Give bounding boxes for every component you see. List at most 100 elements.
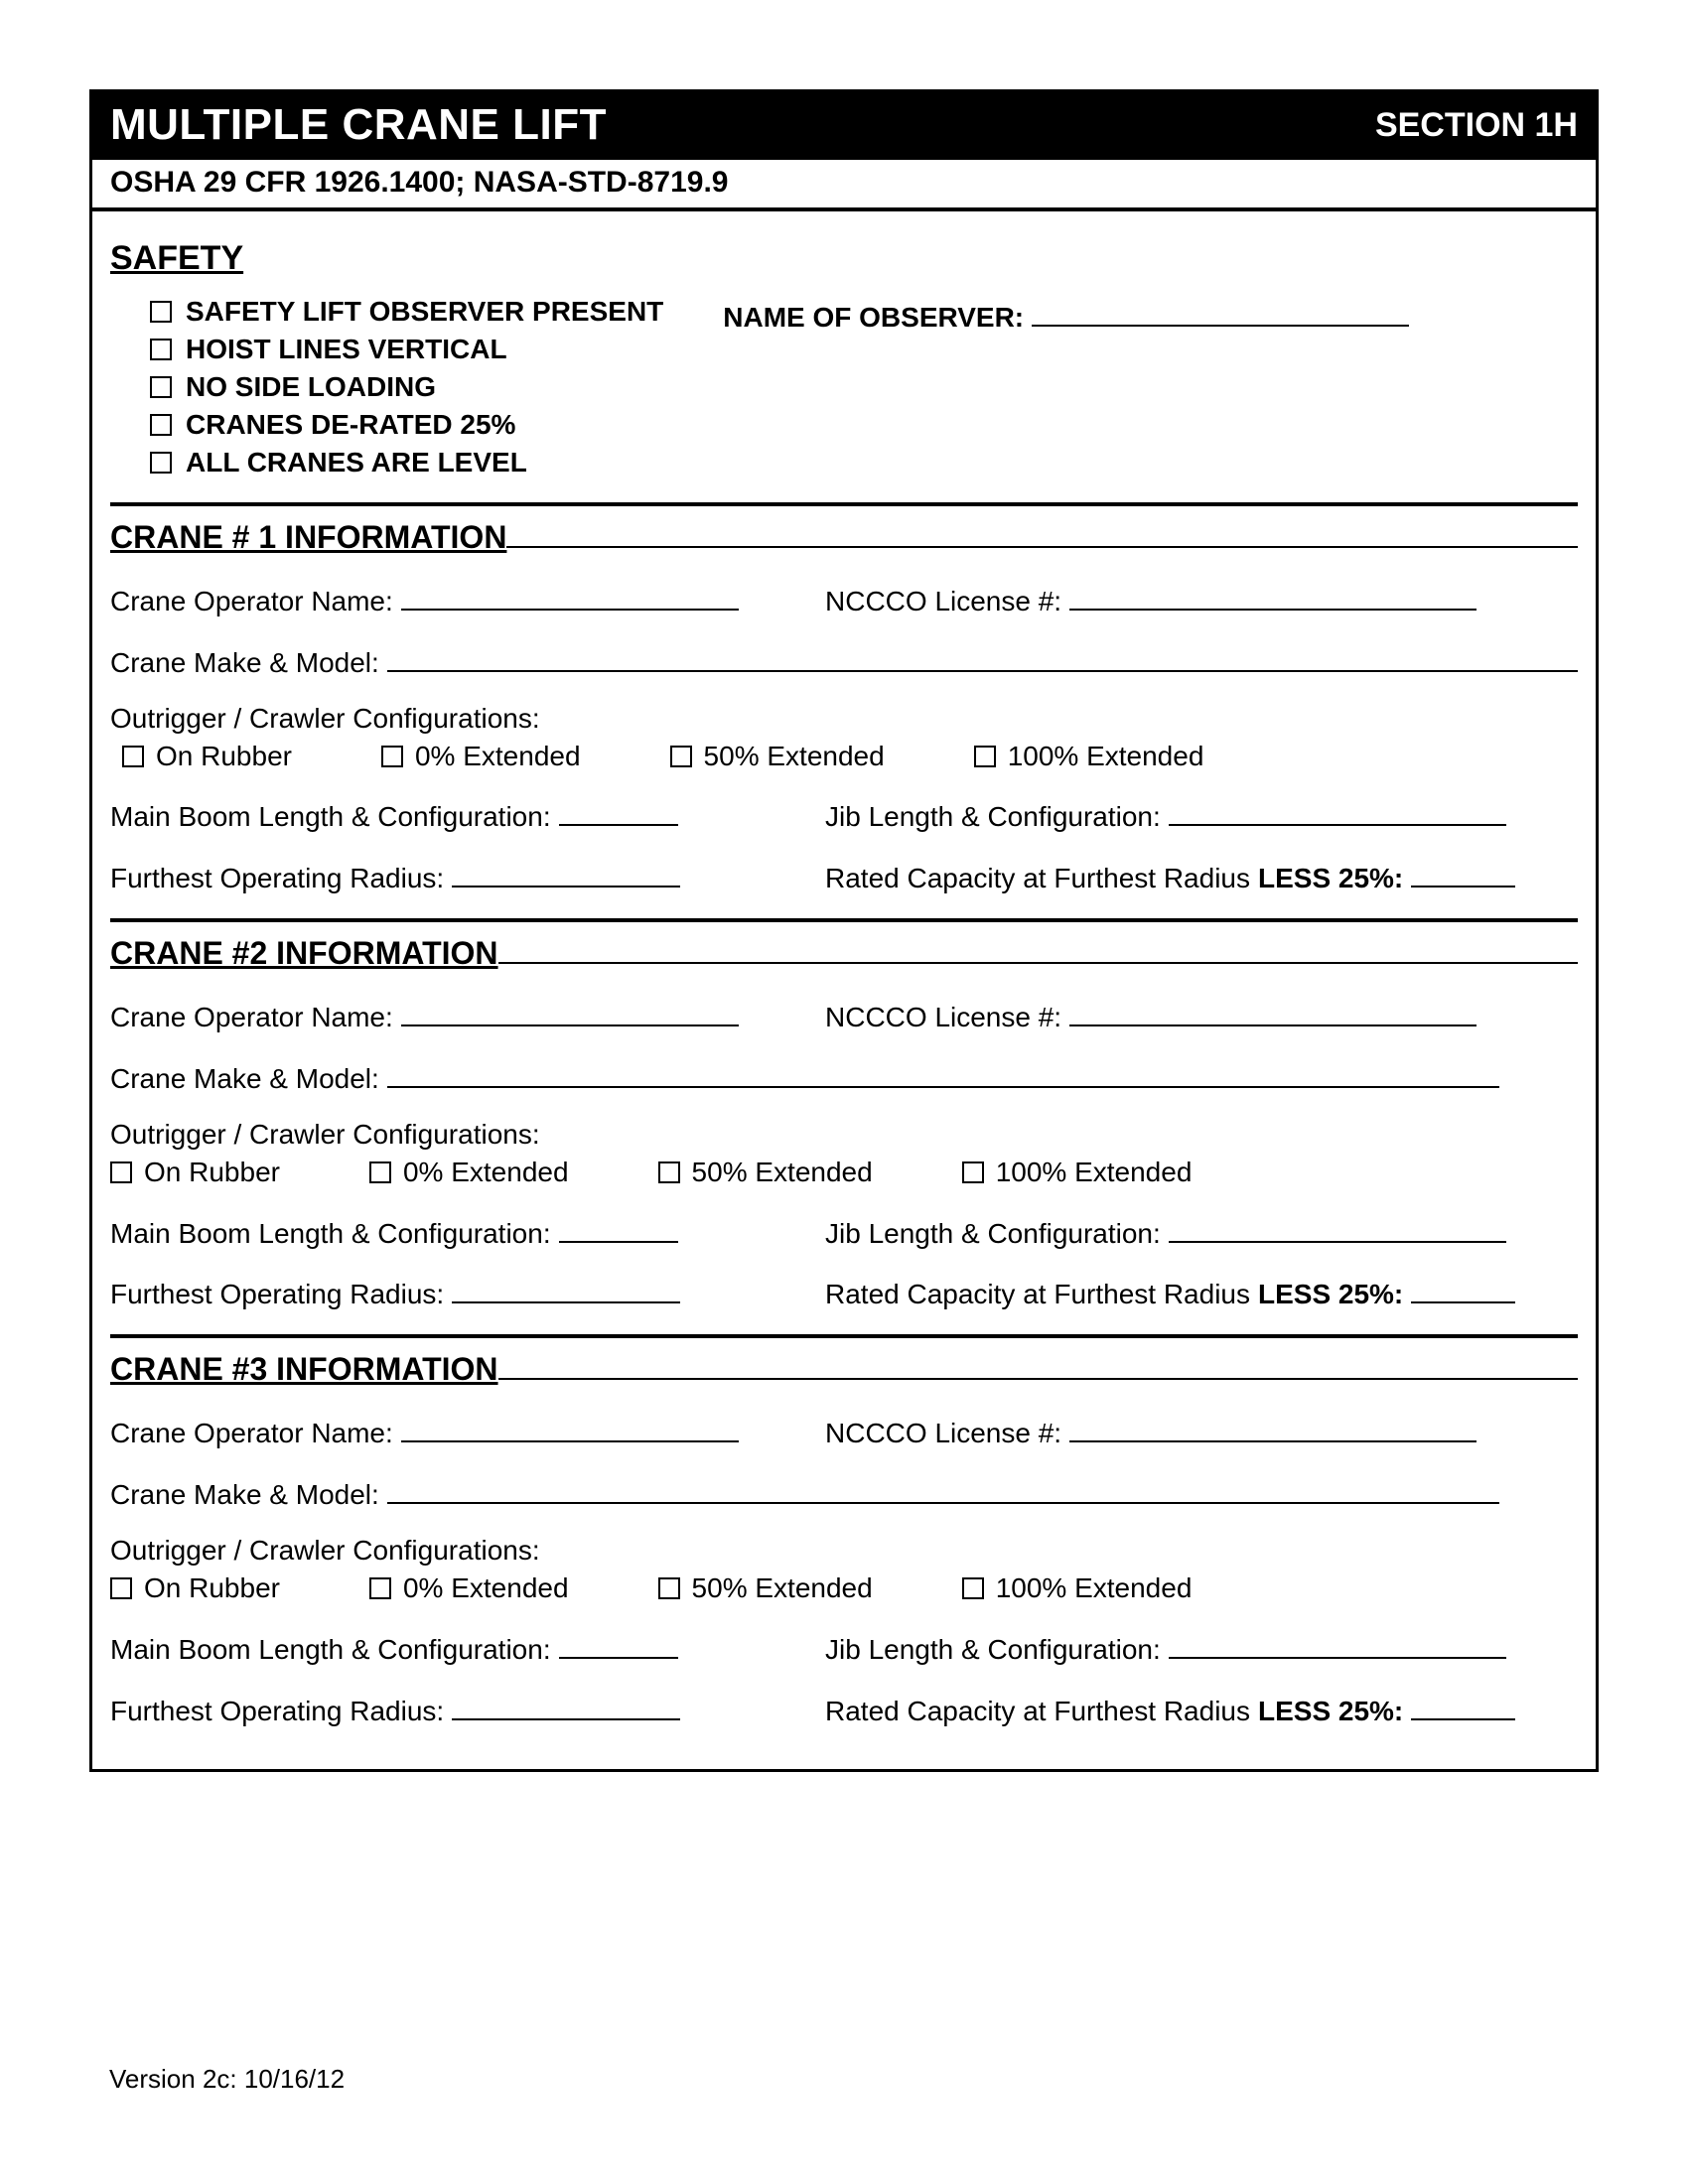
config-opt-100pct: 100% Extended [974, 741, 1204, 772]
checkbox-icon[interactable] [110, 1577, 132, 1599]
crane-2-radius-row: Furthest Operating Radius: Rated Capacit… [110, 1274, 1578, 1311]
operator-label: Crane Operator Name: [110, 586, 393, 617]
capacity-label-bold: LESS 25%: [1258, 863, 1403, 894]
crane-3-title-row: CRANE #3 INFORMATION [110, 1348, 1578, 1388]
jib-input-line[interactable] [1169, 1628, 1506, 1659]
capacity-label-bold: LESS 25%: [1258, 1279, 1403, 1310]
checkbox-icon[interactable] [381, 746, 403, 767]
checkbox-icon[interactable] [150, 414, 172, 436]
capacity-label-bold: LESS 25%: [1258, 1696, 1403, 1727]
checkbox-icon[interactable] [110, 1161, 132, 1183]
jib-label: Jib Length & Configuration: [825, 1634, 1161, 1666]
observer-input-line[interactable] [1032, 296, 1409, 327]
observer-label: NAME OF OBSERVER: [723, 302, 1024, 334]
license-input-line[interactable] [1069, 1412, 1477, 1442]
safety-check-4: ALL CRANES ARE LEVEL [150, 447, 663, 478]
checkbox-icon[interactable] [150, 376, 172, 398]
operator-label: Crane Operator Name: [110, 1002, 393, 1033]
safety-check-label: ALL CRANES ARE LEVEL [186, 447, 527, 478]
operator-input-line[interactable] [401, 996, 739, 1026]
checkbox-icon[interactable] [369, 1161, 391, 1183]
config-opt-0pct: 0% Extended [381, 741, 581, 772]
operator-input-line[interactable] [401, 580, 739, 611]
config-opt-rubber: On Rubber [110, 1572, 280, 1604]
config-opt-0pct: 0% Extended [369, 1157, 569, 1188]
radius-input-line[interactable] [452, 857, 680, 887]
radius-input-line[interactable] [452, 1274, 680, 1304]
opt-label: 100% Extended [996, 1157, 1193, 1188]
capacity-input-line[interactable] [1411, 857, 1515, 887]
crane-1-radius-row: Furthest Operating Radius: Rated Capacit… [110, 857, 1578, 894]
crane-3-title: CRANE #3 INFORMATION [110, 1351, 498, 1388]
config-opt-100pct: 100% Extended [962, 1157, 1193, 1188]
crane-2-title-row: CRANE #2 INFORMATION [110, 932, 1578, 972]
jib-input-line[interactable] [1169, 1212, 1506, 1243]
boom-input-line[interactable] [559, 1628, 678, 1659]
crane-2-operator-row: Crane Operator Name: NCCCO License #: [110, 996, 1578, 1033]
license-input-line[interactable] [1069, 580, 1477, 611]
crane-1-make-row: Crane Make & Model: [110, 641, 1578, 679]
opt-label: On Rubber [144, 1157, 280, 1188]
operator-input-line[interactable] [401, 1412, 739, 1442]
checkbox-icon[interactable] [658, 1161, 680, 1183]
radius-input-line[interactable] [452, 1690, 680, 1720]
safety-check-label: NO SIDE LOADING [186, 371, 436, 403]
footer-version: Version 2c: 10/16/12 [109, 2064, 345, 2095]
observer-field: NAME OF OBSERVER: [723, 296, 1409, 478]
safety-title: SAFETY [110, 239, 1578, 278]
crane-2-boom-row: Main Boom Length & Configuration: Jib Le… [110, 1212, 1578, 1250]
checkbox-icon[interactable] [150, 301, 172, 323]
license-label: NCCCO License #: [825, 1418, 1061, 1449]
capacity-label-pre: Rated Capacity at Furthest Radius [825, 1279, 1250, 1310]
safety-check-label: SAFETY LIFT OBSERVER PRESENT [186, 296, 663, 328]
make-input-line[interactable] [387, 1473, 1499, 1504]
license-input-line[interactable] [1069, 996, 1477, 1026]
opt-label: 50% Extended [692, 1572, 873, 1604]
checkbox-icon[interactable] [658, 1577, 680, 1599]
opt-label: 0% Extended [415, 741, 581, 772]
divider [110, 918, 1578, 922]
crane-2-make-row: Crane Make & Model: [110, 1057, 1578, 1095]
checkbox-icon[interactable] [150, 339, 172, 360]
opt-label: 100% Extended [996, 1572, 1193, 1604]
crane-1-title-row: CRANE # 1 INFORMATION [110, 516, 1578, 556]
jib-input-line[interactable] [1169, 796, 1506, 827]
crane-3-boom-row: Main Boom Length & Configuration: Jib Le… [110, 1628, 1578, 1666]
jib-label: Jib Length & Configuration: [825, 1218, 1161, 1250]
config-title: Outrigger / Crawler Configurations: [110, 703, 1578, 735]
boom-input-line[interactable] [559, 1212, 678, 1243]
boom-label: Main Boom Length & Configuration: [110, 801, 551, 833]
crane-1-boom-row: Main Boom Length & Configuration: Jib Le… [110, 796, 1578, 834]
boom-label: Main Boom Length & Configuration: [110, 1634, 551, 1666]
opt-label: On Rubber [144, 1572, 280, 1604]
checkbox-icon[interactable] [670, 746, 692, 767]
make-input-line[interactable] [387, 641, 1578, 672]
checkbox-icon[interactable] [962, 1577, 984, 1599]
checkbox-icon[interactable] [150, 452, 172, 474]
title-underline [498, 932, 1578, 964]
form-container: MULTIPLE CRANE LIFT SECTION 1H OSHA 29 C… [89, 89, 1599, 1772]
header-title: MULTIPLE CRANE LIFT [110, 100, 607, 150]
opt-label: On Rubber [156, 741, 292, 772]
capacity-input-line[interactable] [1411, 1690, 1515, 1720]
make-input-line[interactable] [387, 1057, 1499, 1088]
capacity-label-pre: Rated Capacity at Furthest Radius [825, 863, 1250, 894]
safety-check-3: CRANES DE-RATED 25% [150, 409, 663, 441]
checkbox-icon[interactable] [369, 1577, 391, 1599]
checkbox-icon[interactable] [122, 746, 144, 767]
subheader: OSHA 29 CFR 1926.1400; NASA-STD-8719.9 [92, 160, 1596, 211]
config-opt-50pct: 50% Extended [658, 1157, 873, 1188]
radius-label: Furthest Operating Radius: [110, 1696, 444, 1727]
boom-input-line[interactable] [559, 796, 678, 827]
capacity-input-line[interactable] [1411, 1274, 1515, 1304]
config-title: Outrigger / Crawler Configurations: [110, 1119, 1578, 1151]
config-opt-50pct: 50% Extended [658, 1572, 873, 1604]
license-label: NCCCO License #: [825, 1002, 1061, 1033]
crane-2-config: Outrigger / Crawler Configurations: On R… [110, 1119, 1578, 1188]
crane-2-title: CRANE #2 INFORMATION [110, 935, 498, 972]
checkbox-icon[interactable] [962, 1161, 984, 1183]
checkbox-icon[interactable] [974, 746, 996, 767]
crane-3-make-row: Crane Make & Model: [110, 1473, 1578, 1511]
operator-label: Crane Operator Name: [110, 1418, 393, 1449]
config-opt-100pct: 100% Extended [962, 1572, 1193, 1604]
